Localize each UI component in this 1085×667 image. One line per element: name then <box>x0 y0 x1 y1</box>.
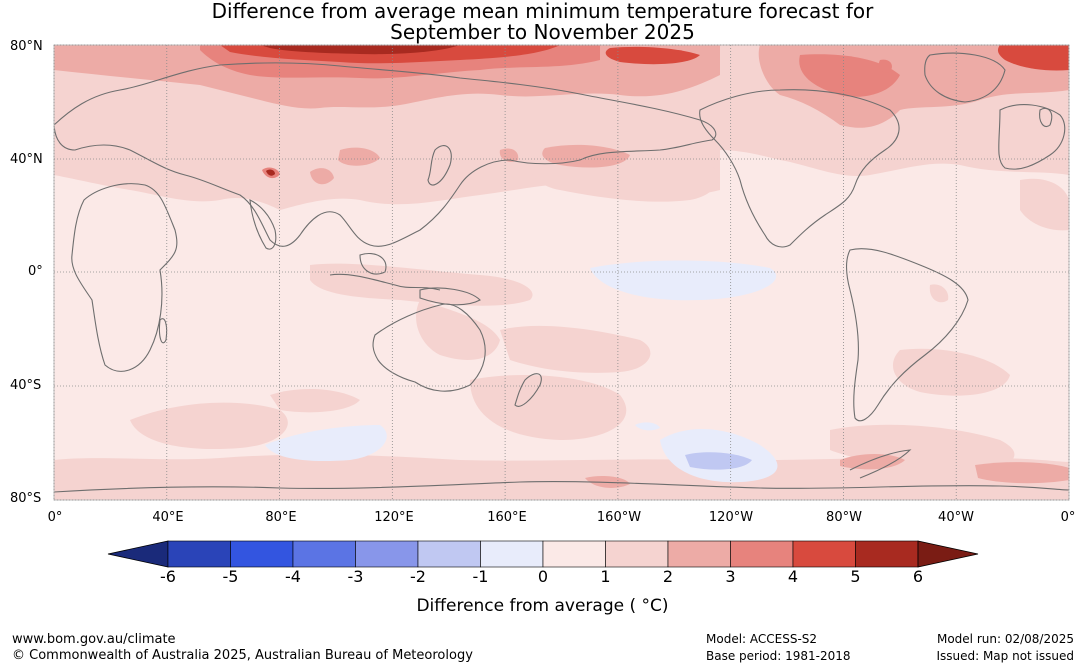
anomaly-region <box>685 452 752 470</box>
coastline-north-america <box>699 89 900 248</box>
coastline-africa <box>71 183 178 372</box>
colorbar-cell <box>855 540 919 568</box>
lon-label-80w: 80°W <box>826 510 862 525</box>
anomaly-region <box>470 375 627 440</box>
anomaly-region <box>605 46 700 65</box>
colorbar-tick-label: -5 <box>222 567 239 586</box>
colorbar-cell <box>417 540 481 568</box>
coastlines <box>53 52 1070 493</box>
anomaly-region <box>338 147 380 166</box>
anomaly-region <box>590 260 777 301</box>
colorbar-extend-high <box>917 540 979 568</box>
coastline-british-isles <box>1039 107 1053 128</box>
colorbar-cell <box>792 540 856 568</box>
colorbar-cell <box>355 540 419 568</box>
colorbar-tick-label: 1 <box>600 567 611 586</box>
lat-label-40n: 40°N <box>10 152 43 167</box>
anomaly-region <box>499 148 519 162</box>
footer-model: Model: ACCESS-S2 <box>706 632 818 646</box>
map-title-line2: September to November 2025 <box>390 20 695 44</box>
lat-label-0: 0° <box>28 264 43 279</box>
coastline-eurasia <box>53 62 717 247</box>
anomaly-region <box>929 284 949 303</box>
anomaly-region <box>266 169 275 176</box>
anomaly-region <box>1020 178 1069 231</box>
footer-base-period: Base period: 1981-2018 <box>706 649 851 663</box>
anomaly-region <box>840 454 905 470</box>
graticule <box>53 44 1070 501</box>
colorbar-tick-label: 2 <box>662 567 674 586</box>
colorbar-cell <box>542 540 606 568</box>
coastline-madagascar <box>158 318 168 344</box>
colorbar-tick-label: -6 <box>160 567 176 586</box>
anomaly-region <box>130 402 288 450</box>
colorbar-tick-label: -2 <box>410 567 426 586</box>
anomaly-region <box>416 300 500 360</box>
colorbar-tick-label: 0 <box>537 567 549 586</box>
lon-label-0-right: 0° <box>1060 510 1076 525</box>
footer-copyright: © Commonwealth of Australia 2025, Austra… <box>12 648 473 663</box>
coastline-indonesia <box>329 273 441 291</box>
coastline-india <box>249 199 277 250</box>
anomaly-region <box>260 45 460 55</box>
anomaly-region <box>585 476 630 488</box>
coastline-australia <box>372 303 486 392</box>
colorbar-tick-label: 6 <box>912 567 924 586</box>
anomaly-region <box>265 425 387 462</box>
lat-label-40s: 40°S <box>10 378 42 393</box>
coastline-antarctic-peninsula <box>849 449 912 479</box>
lon-label-160w: 160°W <box>596 510 642 525</box>
colorbar-tick-label: 5 <box>850 567 861 586</box>
anomaly-region <box>500 325 651 373</box>
colorbar-extend-low <box>107 540 169 568</box>
colorbar-cell <box>605 540 669 568</box>
colorbar-tick-label: -1 <box>472 567 489 586</box>
coastline-new-guinea <box>419 287 481 306</box>
anomaly-region <box>799 54 900 97</box>
anomaly-region <box>997 45 1069 71</box>
footer-url: www.bom.gov.au/climate <box>12 632 176 647</box>
coastline-japan <box>427 145 452 186</box>
colorbar-cell <box>292 540 356 568</box>
lon-label-40e: 40°E <box>152 510 184 525</box>
colorbar-tick-label: -3 <box>347 567 364 586</box>
lon-label-120e: 120°E <box>374 510 414 525</box>
colorbar-cells <box>107 540 979 568</box>
colorbar-cell <box>480 540 544 568</box>
footer-model-run: Model run: 02/08/2025 <box>936 632 1074 646</box>
colorbar-label: Difference from average ( °C) <box>416 596 669 616</box>
anomaly-region <box>975 462 1069 484</box>
anomaly-region <box>892 348 1010 396</box>
colorbar-tick-label: 3 <box>725 567 736 586</box>
colorbar-cell <box>730 540 794 568</box>
colorbar-tick-label: 4 <box>787 567 799 586</box>
anomaly-region <box>542 144 630 168</box>
anomaly-region <box>310 263 533 306</box>
anomaly-region <box>310 168 334 185</box>
coastline-new-zealand <box>514 373 542 407</box>
coastline-greenland <box>924 52 1006 103</box>
lat-label-80s: 80°S <box>10 491 42 506</box>
coastline-antarctica <box>53 481 1070 493</box>
lat-label-80n: 80°N <box>10 39 43 54</box>
anomaly-region <box>270 388 360 413</box>
lon-label-40w: 40°W <box>938 510 974 525</box>
anomaly-region <box>878 59 892 73</box>
map-title-line1: Difference from average mean minimum tem… <box>211 0 874 23</box>
colorbar-cell <box>167 540 231 568</box>
lon-label-0-left: 0° <box>47 510 63 525</box>
colorbar-cell <box>230 540 294 568</box>
footer-issued: Issued: Map not issued <box>936 649 1074 663</box>
lon-label-80e: 80°E <box>265 510 297 525</box>
lon-label-120w: 120°W <box>708 510 754 525</box>
colorbar-cell <box>667 540 731 568</box>
anomaly-region <box>635 422 660 431</box>
lon-label-160e: 160°E <box>487 510 527 525</box>
colorbar-tick-label: -4 <box>285 567 301 586</box>
